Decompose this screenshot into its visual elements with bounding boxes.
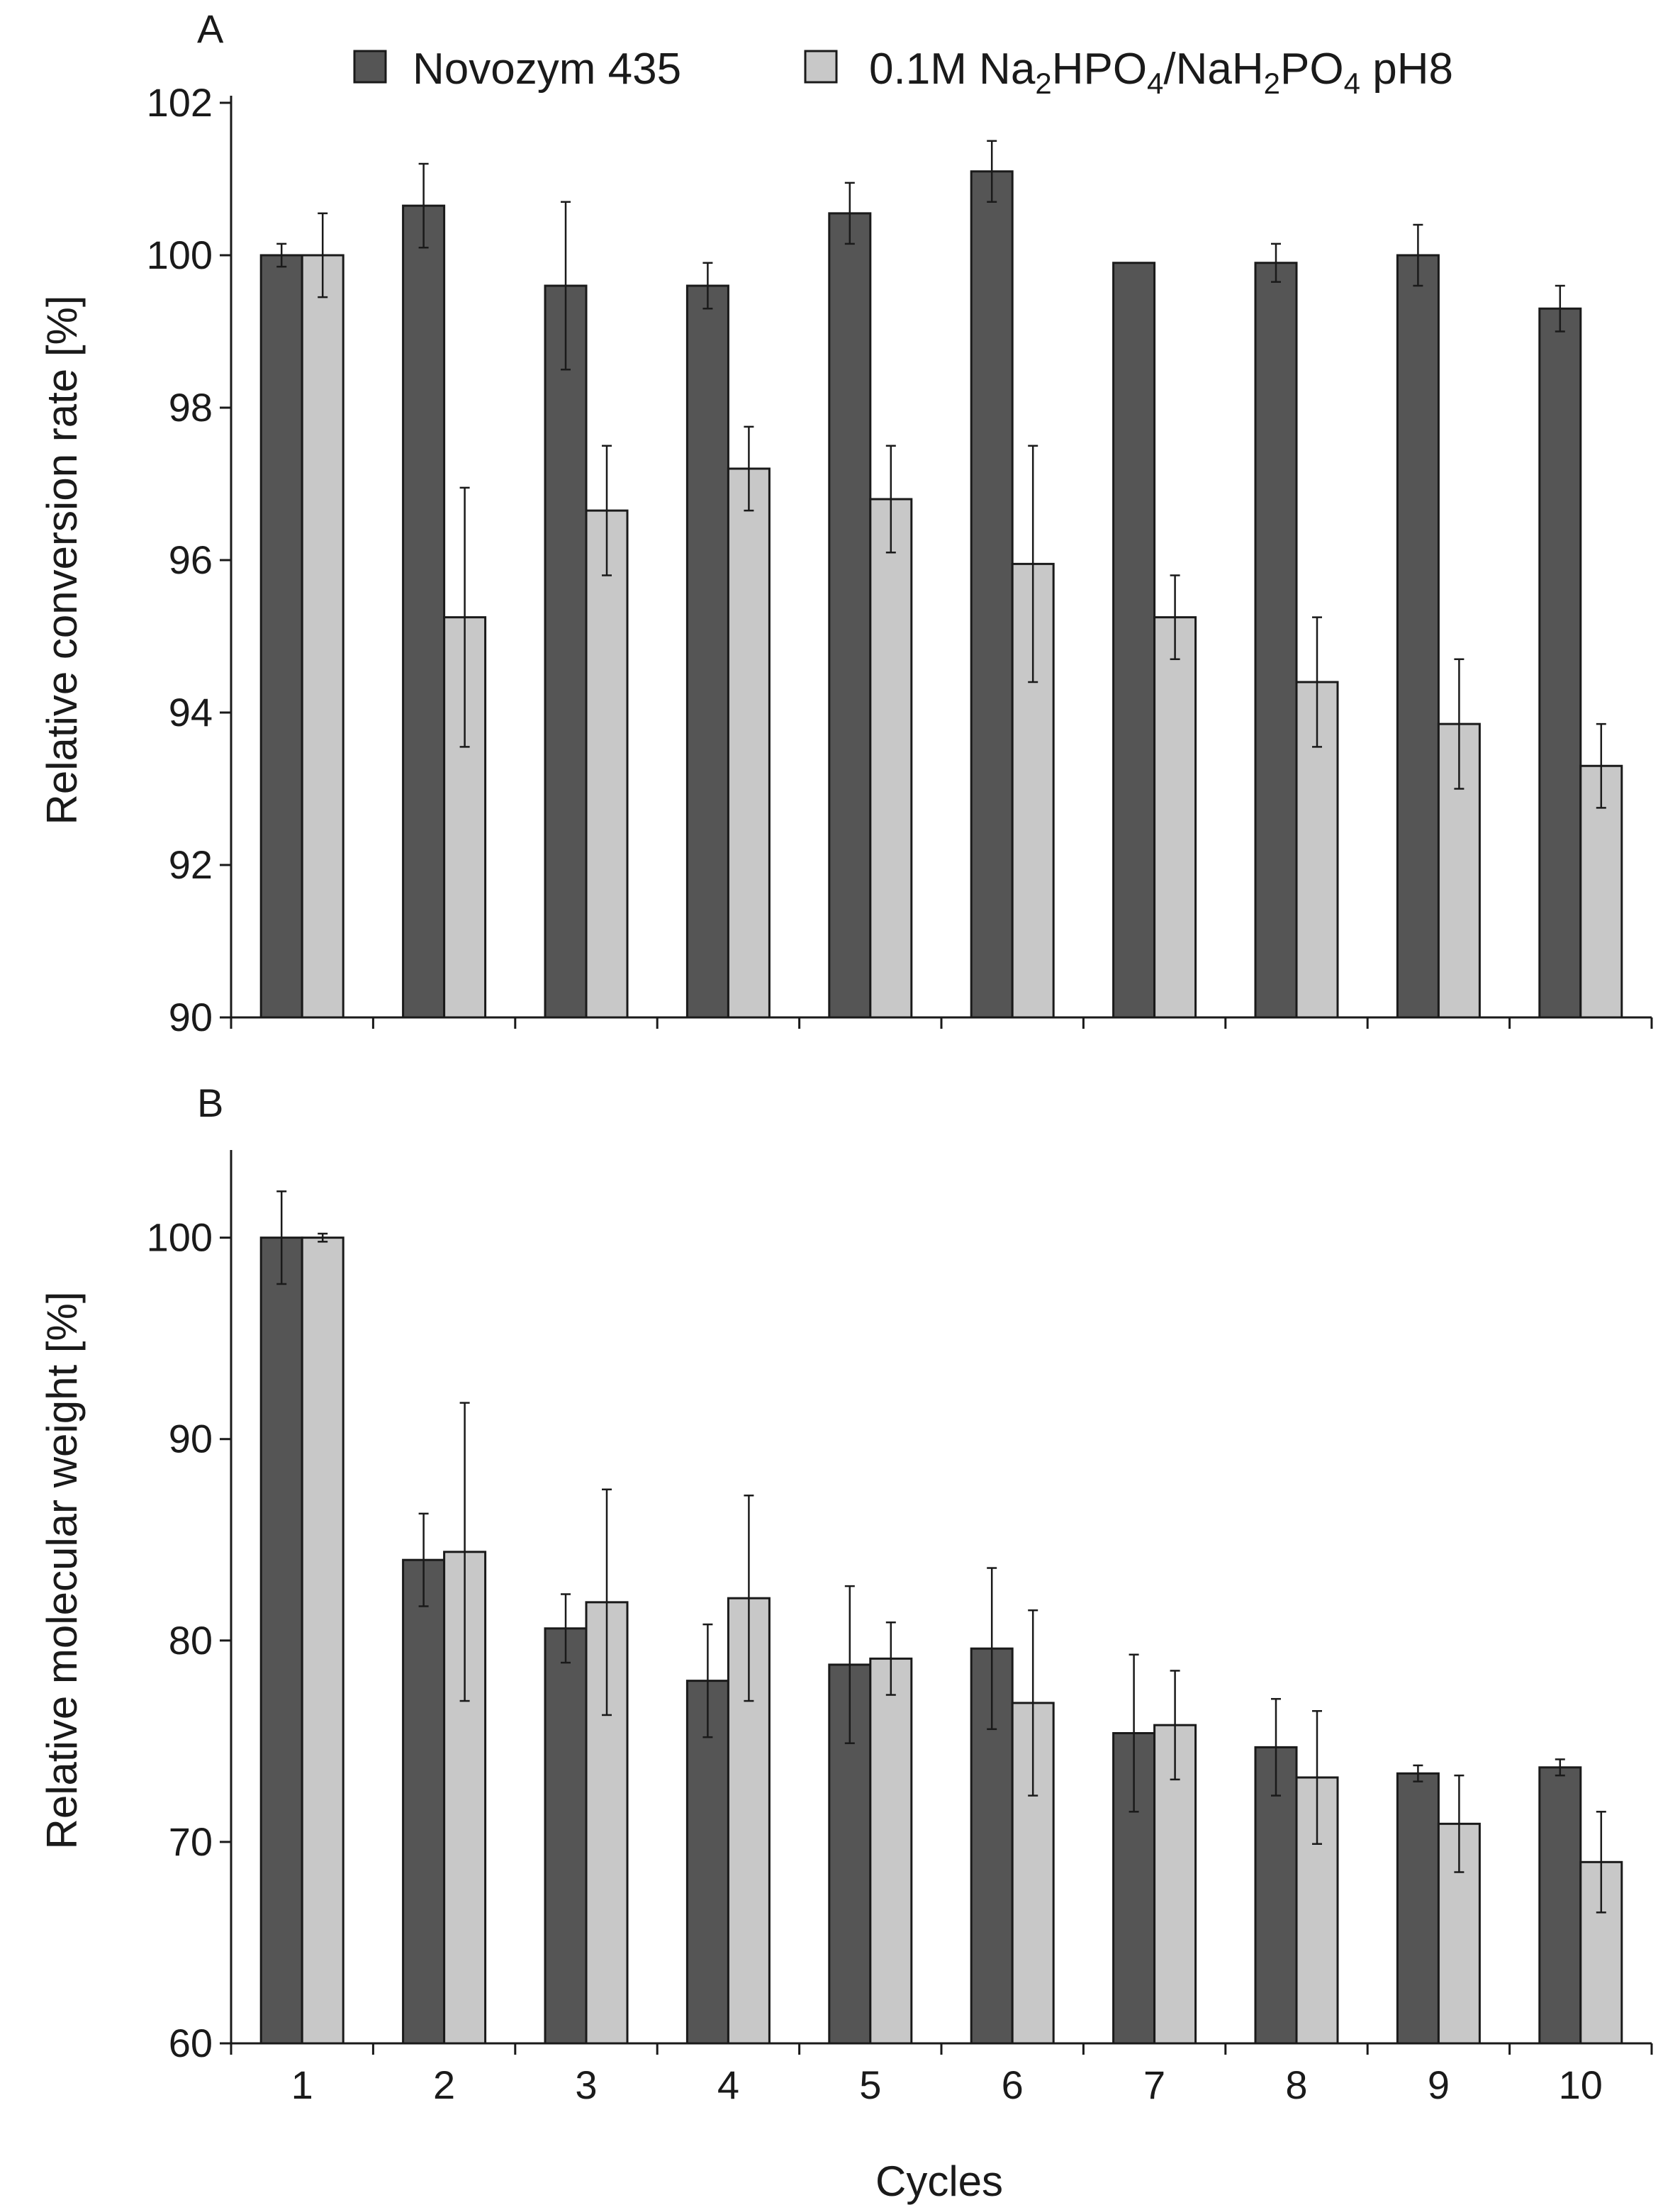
legend-swatch-buffer xyxy=(804,50,838,84)
bar-novozym-cycle-2 xyxy=(402,1558,446,2045)
legend-label-novozym: Novozym 435 xyxy=(413,45,681,94)
bar-novozym-cycle-4 xyxy=(685,284,729,1019)
legend-buffer-part: PO xyxy=(1280,45,1344,94)
x-tick-label: 10 xyxy=(1559,2062,1603,2107)
y-tick-label: 90 xyxy=(169,995,213,1039)
legend: Novozym 435 0.1M Na2HPO4/NaH2PO4 pH8 xyxy=(353,45,1453,100)
panel-label-a: A xyxy=(197,6,224,51)
legend-buffer-subscript: 4 xyxy=(1344,67,1360,100)
legend-buffer-part: /NaH xyxy=(1163,45,1263,94)
x-tick-label: 9 xyxy=(1428,2062,1450,2107)
panel-b-x-axis-title: Cycles xyxy=(875,2157,1003,2205)
bar-novozym-cycle-6 xyxy=(970,170,1014,1019)
legend-buffer-subscript: 4 xyxy=(1147,67,1163,100)
x-tick-label: 6 xyxy=(1002,2062,1024,2107)
bar-novozym-cycle-8 xyxy=(1254,262,1298,1019)
panel-b-marks: 60 70 80 90 100 1 2 3 4 5 6 7 8 9 10 xyxy=(147,1150,1653,2107)
y-tick-label: 100 xyxy=(147,1215,213,1260)
y-tick-label: 60 xyxy=(169,2021,213,2065)
bar-novozym-cycle-5 xyxy=(828,212,872,1019)
y-tick-label: 96 xyxy=(169,537,213,582)
bar-buffer-cycle-5 xyxy=(869,1657,913,2045)
bar-novozym-cycle-9 xyxy=(1396,254,1440,1019)
bar-buffer-cycle-3 xyxy=(585,509,629,1019)
y-tick-label: 98 xyxy=(169,385,213,430)
legend-label-buffer: 0.1M Na2HPO4/NaH2PO4 pH8 xyxy=(869,45,1453,100)
x-tick-label: 4 xyxy=(717,2062,739,2107)
bar-novozym-cycle-1 xyxy=(259,254,303,1019)
y-tick-label: 80 xyxy=(169,1618,213,1663)
y-tick-label: 102 xyxy=(147,80,213,125)
bar-buffer-cycle-1 xyxy=(301,1237,345,2045)
y-tick-label: 90 xyxy=(169,1417,213,1461)
bar-novozym-cycle-10 xyxy=(1538,1766,1582,2045)
x-tick-label: 2 xyxy=(433,2062,455,2107)
x-tick-label: 5 xyxy=(859,2062,881,2107)
x-tick-label: 8 xyxy=(1285,2062,1307,2107)
x-tick-label: 7 xyxy=(1143,2062,1165,2107)
panel-a: A Relative conversion rate [%] 909294969… xyxy=(38,6,1653,1039)
legend-buffer-subscript: 2 xyxy=(1264,67,1280,100)
bar-buffer-cycle-5 xyxy=(869,498,913,1019)
x-tick-label: 1 xyxy=(291,2062,313,2107)
legend-buffer-part: 0.1M Na xyxy=(869,45,1036,94)
legend-buffer-part: pH8 xyxy=(1360,45,1453,94)
legend-buffer-part: HPO xyxy=(1052,45,1147,94)
panel-a-marks: 90 92 94 96 98 100 102 xyxy=(147,80,1653,1039)
bar-novozym-cycle-3 xyxy=(544,284,588,1019)
y-tick-label: 100 xyxy=(147,233,213,277)
bar-novozym-cycle-2 xyxy=(402,204,446,1019)
y-tick-label: 94 xyxy=(169,690,213,735)
bar-buffer-cycle-8 xyxy=(1295,681,1339,1019)
y-tick-label: 92 xyxy=(169,842,213,887)
x-tick-label: 3 xyxy=(575,2062,597,2107)
bar-buffer-cycle-1 xyxy=(301,254,345,1019)
bar-novozym-cycle-1 xyxy=(259,1237,303,2045)
legend-buffer-subscript: 2 xyxy=(1035,67,1051,100)
bar-buffer-cycle-7 xyxy=(1153,616,1197,1019)
bar-novozym-cycle-3 xyxy=(544,1627,588,2045)
bar-buffer-cycle-4 xyxy=(727,467,771,1019)
bar-novozym-cycle-10 xyxy=(1538,307,1582,1019)
panel-b-y-axis-title: Relative molecular weight [%] xyxy=(38,1291,86,1849)
panel-label-b: B xyxy=(197,1081,223,1125)
y-tick-label: 70 xyxy=(169,1819,213,1864)
panel-b: B Relative molecular weight [%] 60 70 80 90… xyxy=(38,1081,1653,2205)
bar-novozym-cycle-7 xyxy=(1112,262,1156,1019)
panel-a-y-axis-title: Relative conversion rate [%] xyxy=(38,295,86,825)
bar-novozym-cycle-9 xyxy=(1396,1772,1440,2045)
legend-swatch-novozym xyxy=(353,50,387,84)
